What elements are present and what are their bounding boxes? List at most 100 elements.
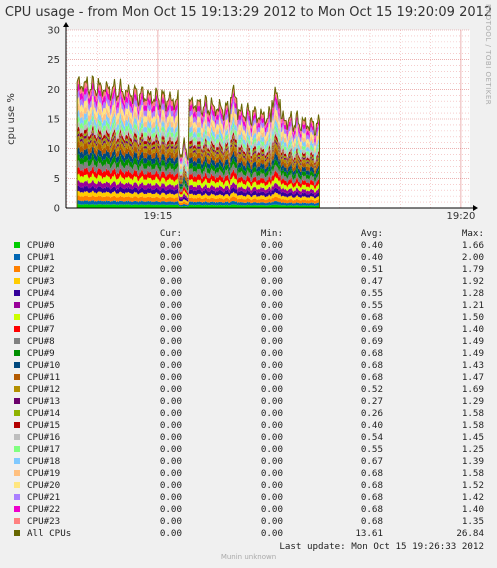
area-cpu7 [77, 166, 320, 196]
legend-max-value: 1.35 [461, 516, 484, 527]
x-tick-label: 19:15 [143, 211, 172, 222]
legend-max-value: 1.42 [461, 492, 484, 503]
legend-row: CPU#19 0.00 0.00 0.68 1.58 [0, 468, 497, 480]
legend-min-value: 0.00 [260, 480, 283, 491]
y-tick-label: 20 [47, 85, 60, 96]
y-tick-label: 5 [54, 174, 60, 185]
legend-swatch [14, 518, 20, 524]
legend-series-name: CPU#19 [27, 468, 61, 479]
y-tick-label: 25 [47, 55, 60, 66]
legend-series-name: CPU#11 [27, 372, 61, 383]
legend-avg-value: 13.61 [355, 528, 383, 539]
y-tick-label: 10 [47, 144, 60, 155]
area-cpu5 [77, 179, 320, 200]
legend-swatch [14, 410, 20, 416]
legend-min-value: 0.00 [260, 276, 283, 287]
legend-max-value: 2.00 [461, 252, 484, 263]
legend-cur-value: 0.00 [159, 480, 182, 491]
legend-series-name: CPU#13 [27, 396, 61, 407]
area-cpu2 [77, 195, 320, 206]
legend-row: CPU#21 0.00 0.00 0.68 1.42 [0, 492, 497, 504]
legend-max-value: 1.79 [461, 264, 484, 275]
legend-row: CPU#20 0.00 0.00 0.68 1.52 [0, 480, 497, 492]
legend-cur-value: 0.00 [159, 276, 182, 287]
area-cpu3 [77, 190, 320, 204]
legend-swatch [14, 506, 20, 512]
legend-min-value: 0.00 [260, 348, 283, 359]
legend-avg-value: 0.68 [360, 348, 383, 359]
y-axis-label: cpu use % [6, 93, 17, 145]
legend-row: CPU#6 0.00 0.00 0.68 1.50 [0, 312, 497, 324]
legend-min-value: 0.00 [260, 528, 283, 539]
legend-cur-value: 0.00 [159, 432, 182, 443]
legend-min-value: 0.00 [260, 264, 283, 275]
legend-max-value: 1.50 [461, 312, 484, 323]
area-cpu6 [77, 173, 320, 198]
legend-swatch [14, 278, 20, 284]
legend-avg-value: 0.55 [360, 300, 383, 311]
legend-min-value: 0.00 [260, 432, 283, 443]
legend-swatch [14, 266, 20, 272]
legend-row: CPU#1 0.00 0.00 0.40 2.00 [0, 252, 497, 264]
legend-max-value: 1.40 [461, 504, 484, 515]
legend-max-value: 26.84 [456, 528, 484, 539]
legend-header-cell: Max: [461, 228, 484, 239]
legend-series-name: CPU#5 [27, 300, 55, 311]
legend-row: CPU#17 0.00 0.00 0.55 1.25 [0, 444, 497, 456]
legend-min-value: 0.00 [260, 324, 283, 335]
legend-avg-value: 0.68 [360, 468, 383, 479]
legend-row: CPU#9 0.00 0.00 0.68 1.49 [0, 348, 497, 360]
legend-row: CPU#14 0.00 0.00 0.26 1.58 [0, 408, 497, 420]
rrdtool-credit: RRDTOOL / TOBI OETIKER [484, 4, 492, 106]
legend-cur-value: 0.00 [159, 324, 182, 335]
legend-min-value: 0.00 [260, 372, 283, 383]
legend-cur-value: 0.00 [159, 468, 182, 479]
legend-swatch [14, 254, 20, 260]
legend-series-name: CPU#20 [27, 480, 61, 491]
legend-min-value: 0.00 [260, 504, 283, 515]
legend-swatch [14, 374, 20, 380]
last-update-text: Last update: Mon Oct 15 19:26:33 2012 [279, 541, 484, 552]
y-tick-label: 15 [47, 115, 60, 126]
legend-header: Cur: Min: Avg: Max: [0, 228, 497, 240]
legend-cur-value: 0.00 [159, 420, 182, 431]
legend-min-value: 0.00 [260, 444, 283, 455]
legend-row: CPU#23 0.00 0.00 0.68 1.35 [0, 516, 497, 528]
legend-max-value: 1.66 [461, 240, 484, 251]
legend-max-value: 1.43 [461, 360, 484, 371]
legend-series-name: CPU#16 [27, 432, 61, 443]
legend-max-value: 1.21 [461, 300, 484, 311]
legend-series-name: CPU#1 [27, 252, 55, 263]
legend-min-value: 0.00 [260, 468, 283, 479]
legend-cur-value: 0.00 [159, 528, 182, 539]
legend-min-value: 0.00 [260, 300, 283, 311]
legend-series-name: CPU#17 [27, 444, 61, 455]
y-axis-arrow [63, 22, 69, 27]
y-tick-label: 0 [54, 204, 60, 215]
cpu-usage-chart: 0 5 10 15 20 25 30 19:15 19:20 cpu use % [6, 22, 478, 222]
legend-series-name: CPU#7 [27, 324, 55, 335]
legend-series-name: CPU#9 [27, 348, 55, 359]
legend-row: CPU#12 0.00 0.00 0.52 1.69 [0, 384, 497, 396]
legend-avg-value: 0.68 [360, 312, 383, 323]
legend-cur-value: 0.00 [159, 264, 182, 275]
legend-cur-value: 0.00 [159, 516, 182, 527]
legend-swatch [14, 482, 20, 488]
legend-cur-value: 0.00 [159, 384, 182, 395]
legend-avg-value: 0.67 [360, 456, 383, 467]
legend-swatch [14, 314, 20, 320]
legend-row: CPU#18 0.00 0.00 0.67 1.39 [0, 456, 497, 468]
legend-header-cell: Avg: [360, 228, 383, 239]
legend-row: CPU#3 0.00 0.00 0.47 1.92 [0, 276, 497, 288]
legend-max-value: 1.92 [461, 276, 484, 287]
legend-series-name: CPU#18 [27, 456, 61, 467]
legend-avg-value: 0.68 [360, 492, 383, 503]
legend-swatch [14, 290, 20, 296]
legend-series-name: CPU#15 [27, 420, 61, 431]
legend-header-cell: Cur: [159, 228, 182, 239]
legend-series-name: CPU#14 [27, 408, 61, 419]
legend-swatch [14, 386, 20, 392]
legend-avg-value: 0.26 [360, 408, 383, 419]
legend-row: All CPUs 0.00 0.00 13.61 26.84 [0, 528, 497, 540]
legend-min-value: 0.00 [260, 384, 283, 395]
